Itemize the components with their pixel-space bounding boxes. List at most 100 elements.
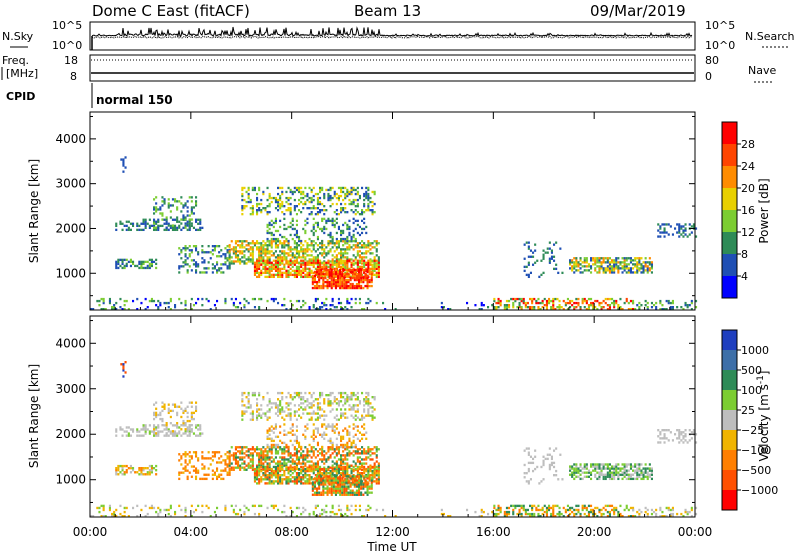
noise-left-tick-bottom: 10^0: [52, 39, 82, 52]
velocity-cell: [148, 432, 151, 435]
power-cell: [272, 299, 275, 303]
velocity-cell: [243, 446, 246, 449]
power-cell: [300, 248, 303, 251]
power-cell: [613, 301, 616, 305]
velocity-cell: [285, 414, 288, 417]
velocity-cell: [341, 493, 344, 496]
velocity-cell: [345, 485, 348, 488]
velocity-cell: [346, 508, 349, 512]
velocity-cell: [363, 427, 366, 430]
velocity-cell: [308, 515, 311, 518]
velocity-cell: [348, 446, 351, 449]
velocity-cell: [354, 464, 357, 467]
velocity-cell: [264, 478, 267, 481]
power-cell: [343, 276, 346, 280]
power-cell: [289, 261, 292, 264]
velocity-cell: [262, 454, 265, 457]
power-cell: [300, 306, 303, 309]
power-cell: [241, 260, 244, 263]
power-cell: [159, 208, 162, 211]
power-cell: [355, 276, 358, 280]
power-cell: [247, 244, 250, 247]
power-cell: [321, 301, 324, 305]
velocity-cell: [268, 466, 271, 469]
power-cell: [258, 254, 261, 257]
velocity-cell: [377, 472, 380, 475]
velocity-cell: [321, 394, 324, 397]
power-cell: [312, 207, 315, 210]
velocity-cell: [285, 480, 288, 483]
velocity-cell: [159, 413, 162, 417]
velocity-cell: [291, 443, 294, 447]
velocity-cell: [176, 413, 179, 417]
velocity-cell: [243, 468, 246, 471]
velocity-cell: [220, 477, 223, 481]
velocity-cell: [195, 405, 198, 408]
power-cell: [295, 213, 298, 216]
power-cell: [324, 284, 327, 288]
velocity-cell: [348, 454, 351, 457]
velocity-cell: [256, 414, 259, 417]
power-cell: [320, 268, 323, 272]
power-cell: [260, 246, 263, 249]
power-cell: [306, 248, 309, 251]
velocity-cell: [174, 510, 177, 514]
power-cell: [146, 260, 149, 264]
power-colorbar-tick-label: 8: [741, 248, 748, 261]
velocity-cell: [234, 446, 237, 449]
velocity-cell: [300, 482, 303, 485]
power-cell: [344, 237, 347, 241]
velocity-cell: [268, 429, 271, 432]
power-cell: [377, 265, 380, 269]
power-cell: [174, 218, 177, 221]
velocity-cell: [324, 483, 327, 486]
power-cell: [251, 248, 254, 251]
velocity-cell: [224, 459, 227, 462]
velocity-cell: [352, 445, 355, 449]
velocity-cell: [313, 485, 316, 488]
velocity-cell: [361, 425, 364, 428]
power-cell: [312, 246, 315, 249]
velocity-cell: [316, 404, 319, 407]
power-cell: [369, 299, 372, 303]
velocity-cell: [92, 515, 95, 518]
power-cell: [345, 274, 348, 278]
velocity-cell: [279, 408, 282, 411]
velocity-cell: [304, 508, 307, 512]
velocity-cell: [329, 472, 332, 475]
power-cell: [316, 198, 319, 202]
power-cell: [311, 280, 314, 284]
power-cell: [279, 219, 282, 223]
power-cell: [157, 299, 160, 303]
power-cell: [167, 204, 170, 207]
velocity-cell: [283, 418, 286, 421]
power-cell: [625, 265, 628, 268]
power-cell: [148, 299, 151, 303]
power-cell: [188, 249, 191, 252]
power-cell: [316, 308, 319, 311]
power-cell: [264, 263, 267, 266]
power-cell: [629, 267, 632, 270]
power-cell: [270, 273, 273, 277]
power-cell: [331, 237, 334, 241]
power-cell: [295, 229, 298, 233]
velocity-cell: [365, 396, 368, 399]
power-cell: [527, 241, 530, 244]
velocity-cell: [334, 489, 337, 492]
power-cell: [367, 194, 370, 198]
power-cell: [298, 244, 301, 247]
power-cell: [272, 237, 275, 241]
power-cell: [234, 240, 237, 243]
power-cell: [367, 297, 370, 301]
velocity-cell: [211, 477, 214, 481]
power-cell: [619, 263, 622, 266]
velocity-cell: [531, 506, 534, 510]
power-cell: [304, 273, 307, 277]
power-cell: [289, 259, 292, 262]
power-cell: [249, 200, 252, 204]
velocity-cell: [283, 478, 286, 481]
power-cell: [341, 284, 344, 288]
velocity-cell: [270, 472, 273, 475]
power-cell: [569, 259, 572, 262]
velocity-cell: [195, 508, 198, 512]
